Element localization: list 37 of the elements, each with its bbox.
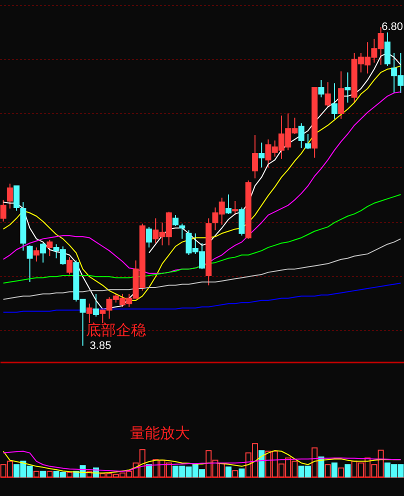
candlestick <box>172 214 179 226</box>
candlestick <box>33 246 40 262</box>
candlestick <box>40 242 46 264</box>
bar <box>146 464 152 478</box>
candlestick <box>298 122 304 149</box>
candlestick <box>146 226 152 248</box>
candlestick <box>324 82 331 108</box>
bar <box>238 468 245 478</box>
candlestick <box>232 200 238 216</box>
candlestick <box>384 32 390 66</box>
candlestick <box>258 142 265 168</box>
candlestick <box>252 134 258 179</box>
text: 量能放大 <box>130 425 190 442</box>
bar <box>331 462 338 478</box>
bar <box>344 464 351 478</box>
annotation: 底部企稳 <box>86 322 146 339</box>
candlestick <box>304 133 311 150</box>
bar <box>318 456 324 478</box>
candlestick <box>0 199 6 222</box>
candlestick <box>331 82 338 120</box>
bar <box>40 470 46 478</box>
candlestick <box>238 206 245 236</box>
annotation: 3.85 <box>90 340 112 352</box>
candlestick <box>93 293 100 318</box>
candlestick <box>14 185 20 212</box>
candlestick <box>318 79 324 98</box>
candlestick <box>344 72 351 104</box>
bar <box>258 450 265 478</box>
annotation: 6.80 <box>382 21 403 34</box>
candlestick <box>66 256 73 275</box>
candlestick <box>86 303 92 324</box>
candlestick <box>26 244 33 283</box>
candlestick <box>6 183 13 210</box>
candlestick <box>179 223 186 240</box>
bar <box>225 466 232 478</box>
candlestick <box>225 194 232 214</box>
candlestick <box>46 239 53 257</box>
